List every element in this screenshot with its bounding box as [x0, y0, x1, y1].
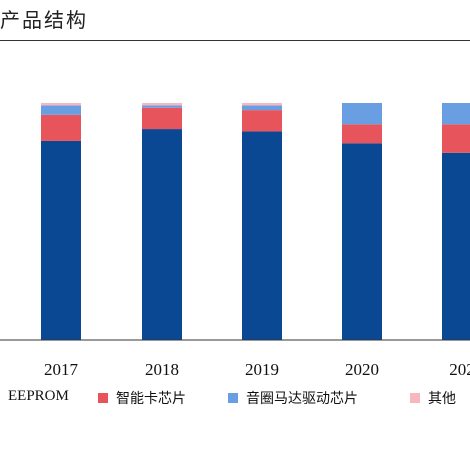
- legend-swatch: [98, 393, 108, 403]
- bar-2019-series-0: [242, 131, 282, 340]
- legend-label: 音圈马达驱动芯片: [246, 391, 358, 407]
- legend-item-eeprom: EEPROM: [8, 388, 69, 405]
- x-tick-label: 2017: [44, 360, 79, 379]
- bar-202-series-0: [442, 152, 470, 340]
- bar-2019-series-1: [242, 110, 282, 132]
- bar-2018-series-1: [142, 107, 182, 130]
- legend-item-smart-card: 智能卡芯片: [98, 388, 186, 408]
- legend-swatch: [228, 393, 238, 403]
- bar-2018-series-3: [142, 103, 182, 106]
- bar-2017-series-0: [41, 140, 81, 340]
- x-tick-label: 2018: [145, 360, 179, 379]
- chart-title: 产品结构: [0, 8, 88, 32]
- legend-swatch: [410, 393, 420, 403]
- legend-label: EEPROM: [8, 388, 69, 404]
- bar-2020-series-2: [342, 103, 382, 125]
- bar-2017-series-2: [41, 105, 81, 115]
- legend-label: 智能卡芯片: [116, 391, 186, 407]
- x-tick-labels: 2017 2018 2019 2020 202: [44, 360, 470, 379]
- x-tick-label: 202: [449, 360, 470, 379]
- bar-202-series-1: [442, 124, 470, 153]
- bar-2017-series-1: [41, 114, 81, 141]
- bar-2020-series-0: [342, 143, 382, 340]
- bar-area: [41, 103, 470, 340]
- bar-2017-series-3: [41, 103, 81, 106]
- x-tick-label: 2019: [245, 360, 279, 379]
- bar-2019-series-3: [242, 103, 282, 106]
- legend-item-other: 其他: [410, 388, 456, 408]
- bar-2020-series-1: [342, 124, 382, 144]
- legend: EEPROM 智能卡芯片 音圈马达驱动芯片 其他: [0, 388, 470, 412]
- legend-item-vcm-driver: 音圈马达驱动芯片: [228, 388, 358, 408]
- legend-label: 其他: [428, 391, 456, 407]
- bar-2019-series-2: [242, 105, 282, 111]
- bar-202-series-2: [442, 103, 470, 125]
- bar-2018-series-0: [142, 129, 182, 340]
- bar-2018-series-2: [142, 105, 182, 108]
- x-tick-label: 2020: [345, 360, 379, 379]
- title-divider: [0, 40, 470, 41]
